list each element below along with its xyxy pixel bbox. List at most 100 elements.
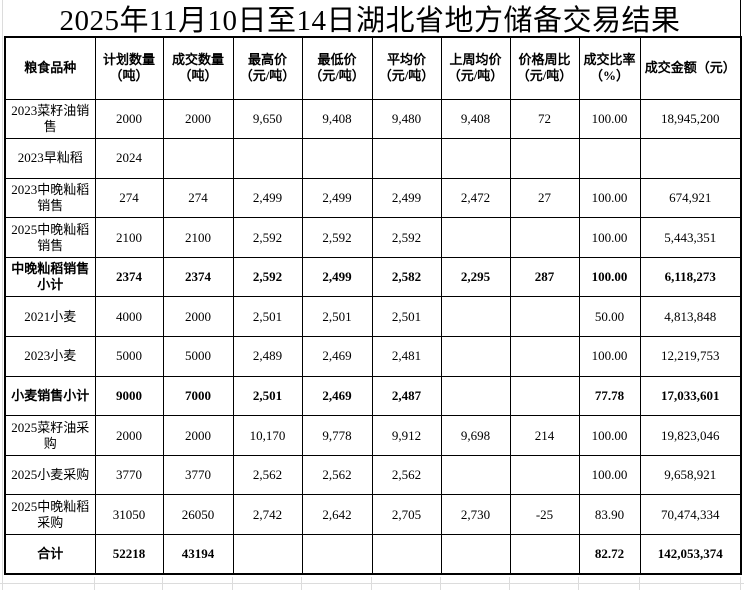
cell: 9,778 (301, 415, 373, 456)
sheet-gridline (740, 577, 741, 590)
row-label: 小麦销售小计 (4, 375, 96, 417)
cell: 9,408 (440, 98, 511, 140)
cell: 31050 (94, 494, 164, 536)
cell: 2374 (94, 256, 164, 298)
cell: 2,499 (301, 177, 373, 219)
row-label: 2023菜籽油销售 (4, 98, 96, 140)
cell: 9,698 (440, 415, 511, 456)
cell: 5,443,351 (639, 217, 742, 258)
column-header: 成交金额（元） (639, 36, 742, 100)
cell: 2,501 (232, 296, 303, 338)
table-row: 合计 52218 43194 82.72 142,053,374 (4, 534, 742, 575)
cell: 43194 (162, 534, 234, 575)
table-row: 2023早籼稻 2024 (4, 138, 742, 179)
cell: 9,480 (371, 98, 442, 140)
column-header: 粮食品种 (4, 36, 96, 100)
cell (440, 217, 511, 258)
row-label: 2025菜籽油采购 (4, 415, 96, 456)
sheet-gridline-bottom (0, 583, 744, 584)
cell: 2374 (162, 256, 234, 298)
cell: 2,501 (232, 375, 303, 417)
column-header: 成交数量 （吨） (162, 36, 234, 100)
cell: 274 (94, 177, 164, 219)
cell: 50.00 (578, 296, 641, 338)
cell (440, 138, 511, 179)
cell: 2,705 (371, 494, 442, 536)
row-label: 2025小麦采购 (4, 454, 96, 496)
cell (509, 296, 580, 338)
cell: 3770 (162, 454, 234, 496)
cell: 2,742 (232, 494, 303, 536)
row-label: 2025中晚籼稻采购 (4, 494, 96, 536)
column-header: 价格周比 （元/吨） (509, 36, 580, 100)
cell (162, 138, 234, 179)
cell: 4,813,848 (639, 296, 742, 338)
sheet-gridline (578, 577, 579, 590)
cell: 5000 (94, 336, 164, 377)
cell: 2,489 (232, 336, 303, 377)
cell (578, 138, 641, 179)
cell: 2000 (94, 98, 164, 140)
cell: 100.00 (578, 217, 641, 258)
cell: 12,219,753 (639, 336, 742, 377)
cell (232, 534, 303, 575)
cell: 9,650 (232, 98, 303, 140)
column-header: 成交比率 （%） (578, 36, 641, 100)
cell: 9,408 (301, 98, 373, 140)
row-label: 中晚籼稻销售小计 (4, 256, 96, 298)
cell (440, 534, 511, 575)
cell: 52218 (94, 534, 164, 575)
cell: 274 (162, 177, 234, 219)
cell: 3770 (94, 454, 164, 496)
cell: 9,658,921 (639, 454, 742, 496)
cell: 2,469 (301, 336, 373, 377)
cell: 100.00 (578, 336, 641, 377)
table-row: 2023小麦 5000 5000 2,489 2,469 2,481 100.00 12,21… (4, 336, 742, 377)
cell: 214 (509, 415, 580, 456)
cell: 6,118,273 (639, 256, 742, 298)
column-header: 上周均价 （元/吨） (440, 36, 511, 100)
cell: 2,582 (371, 256, 442, 298)
cell: 2000 (94, 415, 164, 456)
cell: 2,499 (232, 177, 303, 219)
cell: 2,562 (371, 454, 442, 496)
cell (509, 336, 580, 377)
column-header: 平均价 （元/吨） (371, 36, 442, 100)
cell: 2024 (94, 138, 164, 179)
cell: 287 (509, 256, 580, 298)
cell: 2,469 (301, 375, 373, 417)
column-header: 最高价 （元/吨） (232, 36, 303, 100)
cell: 142,053,374 (639, 534, 742, 575)
row-label: 合计 (4, 534, 96, 575)
cell: 2,501 (301, 296, 373, 338)
cell: 4000 (94, 296, 164, 338)
cell: 2,499 (301, 256, 373, 298)
cell: 9000 (94, 375, 164, 417)
cell: 2,562 (232, 454, 303, 496)
cell: 2,592 (232, 217, 303, 258)
cell: 2,592 (301, 217, 373, 258)
cell (509, 534, 580, 575)
table-row: 2025小麦采购 3770 3770 2,562 2,562 2,562 100.00 9,6… (4, 454, 742, 496)
cell: -25 (509, 494, 580, 536)
cell: 2,499 (371, 177, 442, 219)
row-label: 2021小麦 (4, 296, 96, 338)
sheet-gridline (639, 577, 640, 590)
sheet-gridline (232, 577, 233, 590)
cell: 26050 (162, 494, 234, 536)
cell: 2,592 (232, 256, 303, 298)
cell (440, 296, 511, 338)
column-header: 最低价 （元/吨） (301, 36, 373, 100)
cell (301, 138, 373, 179)
row-label: 2023中晚籼稻销售 (4, 177, 96, 219)
row-label: 2023早籼稻 (4, 138, 96, 179)
cell: 10,170 (232, 415, 303, 456)
cell: 7000 (162, 375, 234, 417)
cell (509, 217, 580, 258)
cell (232, 138, 303, 179)
header-row: 粮食品种 计划数量 （吨） 成交数量 （吨） 最高价 （元/吨） 最低价 （元/吨） 平均… (4, 36, 742, 100)
sheet-gridline (440, 577, 441, 590)
cell: 9,912 (371, 415, 442, 456)
cell (301, 534, 373, 575)
cell: 100.00 (578, 256, 641, 298)
